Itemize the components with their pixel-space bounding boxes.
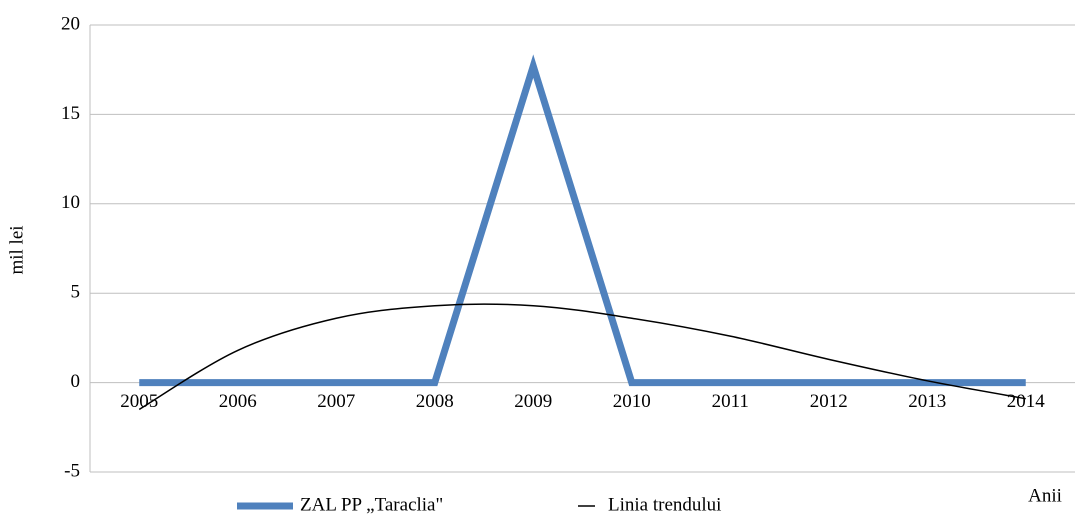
x-tick-label: 2007: [317, 391, 355, 412]
data-line: [139, 54, 1026, 387]
x-axis-title: Anii: [1028, 485, 1062, 506]
x-tick-label: 2005: [120, 391, 158, 412]
y-tick-label: 5: [71, 282, 81, 303]
x-tick-label: 2013: [908, 391, 946, 412]
y-tick-label: 20: [61, 13, 80, 34]
y-tick-label: -5: [64, 460, 80, 481]
x-tick-label: 2014: [1007, 391, 1046, 412]
y-axis-title: mil lei: [6, 225, 27, 274]
y-tick-label: 15: [61, 103, 80, 124]
x-tick-label: 2006: [219, 391, 257, 412]
y-tick-label: 10: [61, 192, 80, 213]
x-tick-label: 2008: [416, 391, 454, 412]
x-tick-label: 2011: [712, 391, 749, 412]
x-tick-label: 2012: [810, 391, 848, 412]
trend-line: [138, 303, 1026, 411]
legend-label: ZAL PP „Taraclia": [300, 494, 443, 515]
x-tick-label: 2009: [514, 391, 552, 412]
y-tick-label: 0: [71, 371, 81, 392]
legend-label: Linia trendului: [608, 494, 721, 515]
x-tick-label: 2010: [613, 391, 651, 412]
